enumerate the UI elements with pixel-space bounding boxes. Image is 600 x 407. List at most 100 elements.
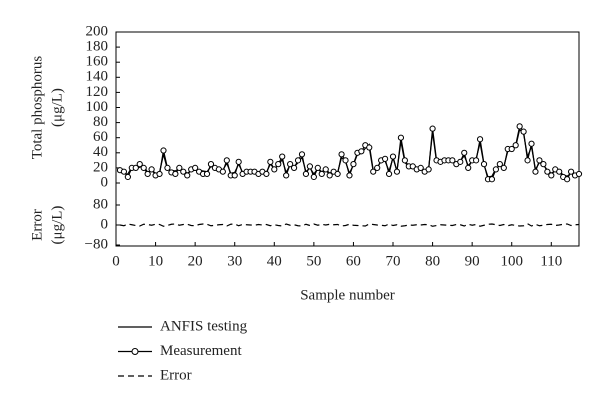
data-point	[176, 164, 183, 171]
y-tick-label: 60	[93, 129, 108, 145]
data-point	[516, 123, 523, 130]
data-point	[512, 142, 519, 149]
x-tick-label: 10	[148, 253, 163, 269]
y-tick-label: 180	[86, 39, 109, 55]
data-point	[192, 164, 199, 171]
x-tick-label: 50	[306, 253, 321, 269]
data-point	[461, 149, 468, 156]
data-point	[172, 170, 179, 178]
y-tick-label: 140	[86, 69, 109, 85]
data-point	[140, 164, 147, 171]
x-axis-label: Sample number	[300, 287, 395, 303]
data-point	[310, 173, 317, 181]
data-point	[370, 168, 377, 175]
data-point	[219, 168, 226, 175]
data-point	[326, 172, 333, 179]
y-tick-label: 80	[93, 114, 108, 130]
data-point	[334, 170, 341, 178]
data-point	[231, 172, 238, 179]
data-point	[160, 147, 167, 154]
data-point	[148, 166, 155, 173]
data-point	[294, 157, 302, 164]
y-tick-label: 80	[93, 196, 108, 212]
data-point	[263, 170, 270, 178]
data-point	[156, 170, 163, 178]
data-point	[397, 134, 405, 141]
data-point	[318, 170, 325, 178]
data-point	[500, 164, 507, 171]
data-point	[389, 153, 397, 160]
data-point	[429, 125, 436, 132]
data-point	[223, 157, 230, 164]
data-point	[144, 170, 151, 178]
y-axis-label: Total phosphorus	[29, 56, 45, 160]
x-tick-label: 80	[425, 253, 440, 269]
x-tick-label: 100	[500, 253, 523, 269]
y-tick-label: 20	[93, 159, 108, 175]
data-point	[532, 168, 539, 175]
data-point	[306, 163, 314, 170]
data-point	[275, 161, 282, 168]
data-point	[409, 163, 416, 170]
data-point	[381, 155, 389, 162]
data-point	[279, 153, 286, 160]
data-point	[358, 148, 365, 155]
data-point	[302, 170, 310, 178]
y-tick-label: 200	[86, 23, 109, 39]
data-point	[124, 173, 131, 181]
y-tick-label: 160	[86, 54, 109, 70]
y-tick-label: −80	[85, 236, 108, 252]
plot-frame	[115, 31, 580, 247]
x-tick-label: 70	[386, 253, 401, 269]
data-point	[164, 164, 171, 171]
data-point	[480, 161, 488, 168]
x-tick-label: 20	[188, 253, 203, 269]
data-point	[393, 168, 401, 175]
data-point	[203, 170, 211, 178]
data-point	[556, 168, 563, 175]
y-axis-label: Error	[29, 209, 45, 241]
data-point	[271, 166, 278, 173]
data-point	[575, 170, 583, 178]
y-tick-label: 0	[101, 216, 109, 232]
data-point	[540, 161, 547, 168]
data-point	[322, 166, 329, 173]
data-point	[136, 161, 143, 168]
x-tick-label: 40	[267, 253, 282, 269]
data-point	[488, 176, 496, 183]
data-point	[180, 168, 187, 175]
data-line	[119, 223, 580, 227]
data-point	[473, 157, 480, 164]
data-point	[465, 164, 472, 171]
data-point	[449, 157, 456, 164]
data-point	[287, 161, 294, 168]
data-point	[314, 164, 321, 171]
data-point	[346, 172, 353, 179]
y-axis-label: (μg/L)	[49, 206, 65, 245]
y-tick-label: 40	[93, 144, 108, 160]
data-point	[508, 145, 515, 153]
x-tick-label: 60	[346, 253, 361, 269]
y-tick-label: 0	[101, 174, 109, 190]
data-point	[476, 136, 484, 143]
data-point	[567, 168, 575, 175]
data-point	[235, 158, 242, 165]
data-point	[401, 157, 408, 164]
y-tick-label: 120	[86, 84, 109, 100]
data-point	[366, 144, 373, 151]
data-point	[536, 157, 543, 164]
legend-label: Measurement	[160, 343, 242, 359]
legend-label: Error	[160, 367, 192, 383]
x-tick-label: 0	[112, 253, 120, 269]
data-point	[338, 151, 345, 158]
data-point	[267, 158, 274, 165]
data-point	[290, 164, 298, 171]
data-point	[544, 168, 551, 175]
data-point	[283, 172, 290, 179]
data-point	[564, 176, 571, 183]
data-point	[417, 164, 424, 171]
data-point	[184, 172, 191, 179]
data-point	[120, 168, 128, 175]
y-tick-label: 100	[86, 99, 109, 115]
